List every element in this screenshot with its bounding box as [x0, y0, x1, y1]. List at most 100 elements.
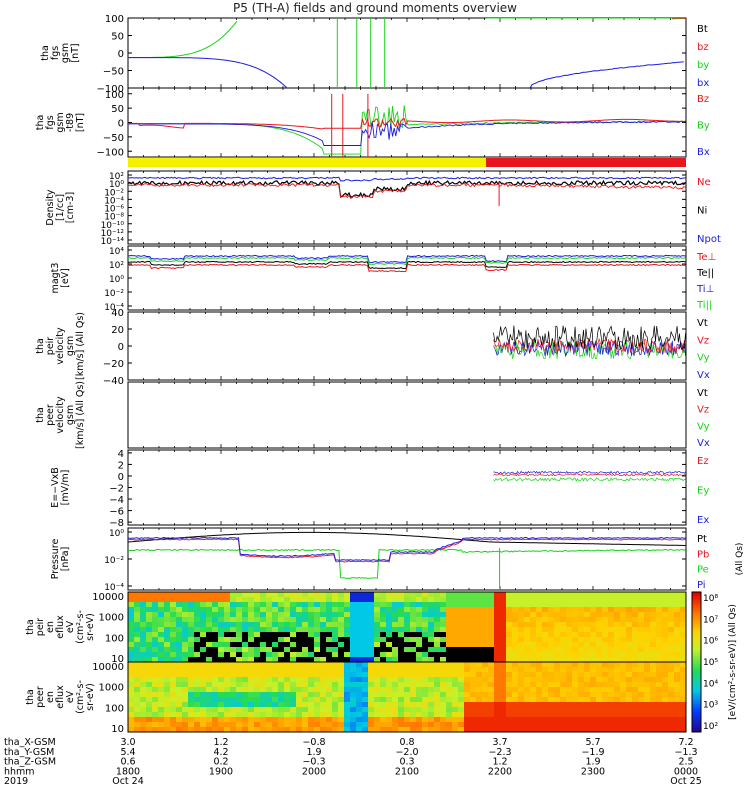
spectrogram-cell — [638, 622, 645, 628]
spectrogram-cell — [662, 607, 669, 613]
spectrogram-cell — [452, 647, 459, 653]
spectrogram-cell — [518, 612, 525, 618]
spectrogram-cell — [536, 707, 543, 713]
spectrogram-cell — [200, 697, 207, 703]
spectrogram-cell — [344, 627, 351, 633]
spectrogram-cell — [638, 717, 645, 723]
spectrogram-cell — [542, 592, 549, 598]
spectrogram-cell — [206, 692, 213, 698]
spectrogram-cell — [242, 677, 249, 683]
spectrogram-cell — [302, 607, 309, 613]
colorbar-cell — [692, 622, 701, 625]
spectrogram-cell — [314, 692, 321, 698]
spectrogram-cell — [350, 662, 357, 668]
spectrogram-cell — [308, 602, 315, 608]
spectrogram-cell — [284, 592, 291, 598]
spectrogram-cell — [260, 657, 267, 662]
spectrogram-cell — [560, 707, 567, 713]
spectrogram-cell — [674, 657, 681, 662]
spectrogram-cell — [428, 632, 435, 638]
spectrogram-cell — [650, 602, 657, 608]
spectrogram-cell — [200, 652, 207, 658]
spectrogram-cell — [632, 602, 639, 608]
spectrogram-cell — [182, 687, 189, 693]
y-axis-label-line: tha — [35, 338, 46, 354]
spectrogram-peer — [128, 662, 686, 732]
spectrogram-cell — [410, 662, 417, 668]
spectrogram-cell — [644, 597, 651, 603]
spectrogram-cell — [272, 617, 279, 623]
spectrogram-cell — [146, 637, 153, 643]
spectrogram-cell — [464, 607, 471, 613]
spectrogram-cell — [656, 727, 663, 732]
spectrogram-cell — [548, 597, 555, 603]
spectrogram-cell — [350, 682, 357, 688]
spectrogram-cell — [296, 632, 303, 638]
spectrogram-cell — [452, 702, 459, 708]
spectrogram-cell — [284, 692, 291, 698]
spectrogram-cell — [566, 712, 573, 718]
spectrogram-cell — [494, 682, 501, 688]
spectrogram-cell — [560, 717, 567, 723]
colorbar-cell — [692, 698, 701, 701]
spectrogram-cell — [158, 667, 165, 673]
spectrogram-cell — [308, 697, 315, 703]
x-axis-value: 1.9 — [585, 757, 600, 768]
spectrogram-cell — [470, 707, 477, 713]
spectrogram-cell — [248, 692, 255, 698]
spectrogram-cell — [398, 677, 405, 683]
spectrogram-cell — [248, 632, 255, 638]
ytick-label: −50 — [103, 133, 124, 144]
spectrogram-cell — [446, 682, 453, 688]
spectrogram-cell — [494, 677, 501, 683]
spectrogram-cell — [512, 597, 519, 603]
y-axis-label-line: [mV/m] — [60, 470, 71, 506]
spectrogram-cell — [236, 642, 243, 648]
spectrogram-cell — [230, 682, 237, 688]
spectrogram-cell — [134, 672, 141, 678]
spectrogram-cell — [572, 697, 579, 703]
spectrogram-cell — [140, 727, 147, 732]
spectrogram-cell — [608, 632, 615, 638]
spectrogram-cell — [308, 677, 315, 683]
spectrogram-cell — [212, 717, 219, 723]
spectrogram-cell — [176, 597, 183, 603]
spectrogram-cell — [524, 682, 531, 688]
spectrogram-cell — [278, 662, 285, 668]
spectrogram-cell — [680, 617, 686, 623]
spectrogram-cell — [284, 632, 291, 638]
spectrogram-cell — [326, 702, 333, 708]
colorbar-cell — [692, 708, 701, 711]
spectrogram-cell — [134, 677, 141, 683]
spectrogram-cell — [398, 707, 405, 713]
spectrogram-cell — [566, 607, 573, 613]
spectrogram-cell — [440, 707, 447, 713]
spectrogram-cell — [188, 702, 195, 708]
spectrogram-cell — [338, 667, 345, 673]
spectrogram-cell — [536, 667, 543, 673]
spectrogram-cell — [392, 627, 399, 633]
x-axis-row-label: 2019 — [4, 776, 28, 787]
spectrogram-cell — [464, 627, 471, 633]
spectrogram-cell — [392, 707, 399, 713]
spectrogram-cell — [584, 647, 591, 653]
spectrogram-cell — [308, 722, 315, 728]
spectrogram-cell — [530, 687, 537, 693]
ytick-label: 1000 — [99, 683, 124, 694]
spectrogram-cell — [536, 632, 543, 638]
spectrogram-cell — [428, 622, 435, 628]
spectrogram-cell — [440, 672, 447, 678]
spectrogram-cell — [644, 647, 651, 653]
spectrogram-cell — [332, 592, 339, 598]
spectrogram-cell — [296, 717, 303, 723]
spectrogram-cell — [536, 687, 543, 693]
spectrogram-cell — [230, 712, 237, 718]
spectrogram-cell — [458, 622, 465, 628]
spectrogram-cell — [494, 622, 501, 628]
spectrogram-cell — [176, 682, 183, 688]
spectrogram-cell — [206, 652, 213, 658]
spectrogram-cell — [416, 697, 423, 703]
spectrogram-cell — [368, 722, 375, 728]
spectrogram-cell — [170, 592, 177, 598]
